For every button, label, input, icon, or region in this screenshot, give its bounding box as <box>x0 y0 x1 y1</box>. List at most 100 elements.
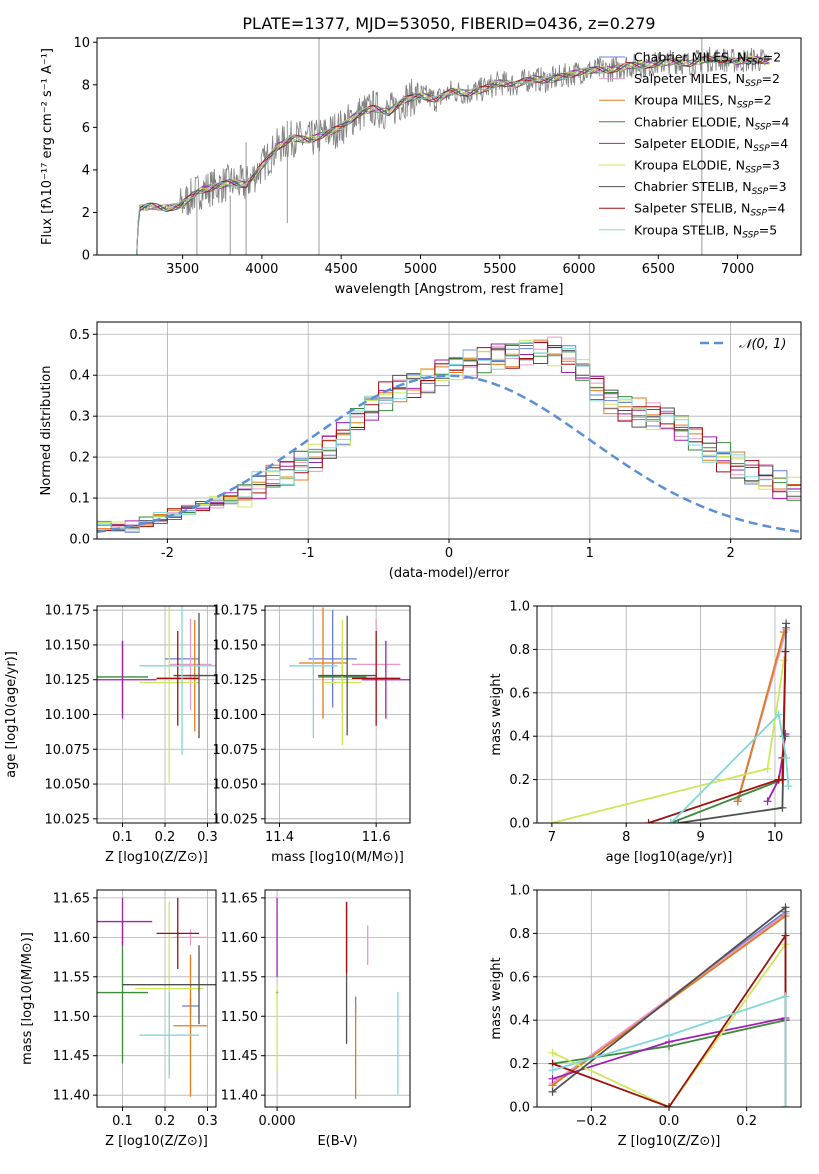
y-tick-label: 10.025 <box>45 812 91 827</box>
x-tick-label: 0.3 <box>197 830 218 845</box>
legend-label: Kroupa MILES, NSSP=2 <box>634 93 772 111</box>
x-axis-label: age [log10(age/yr)] <box>606 850 733 865</box>
x-tick-label: 2 <box>726 546 734 561</box>
y-tick-label: 0.8 <box>509 643 530 658</box>
y-tick-label: 0.6 <box>509 686 530 701</box>
x-axis-label: Z [log10(Z/Z⊙)] <box>618 1134 721 1149</box>
y-tick-label: 2 <box>82 206 90 221</box>
y-tick-label: 0.0 <box>69 533 90 548</box>
spectrum-panel: 3500 4000 4500 5000 5500 6000 6500 7000 0 2 4 6 8 10 w… <box>40 36 802 297</box>
errorbar-point <box>173 929 208 946</box>
x-tick-label: 10 <box>767 830 784 845</box>
y-tick-label: 0.0 <box>509 817 530 832</box>
mass-vs-ebv-plot-area <box>275 897 399 1100</box>
y-tick-label: 10.100 <box>213 708 259 723</box>
age-vs-z-panel: 0.1 0.2 0.3 10.025 10.050 10.075 10.100 10.125 1… <box>4 604 218 865</box>
x-tick-label: 8 <box>622 830 630 845</box>
x-tick-label: 5500 <box>483 262 516 277</box>
y-tick-label: 1.0 <box>509 884 530 899</box>
axes-frame <box>264 889 411 1108</box>
histogram-step-line <box>97 341 801 532</box>
y-axis-label: Normed distribution <box>39 366 54 496</box>
age-vs-mass-panel: 11.4 11.6 10.025 10.050 10.075 10.100 10.125 10… <box>213 604 411 865</box>
errorbar-point <box>308 610 357 708</box>
legend-label: Chabrier STELIB, NSSP=3 <box>634 179 787 197</box>
errorbar-point <box>318 615 377 736</box>
errorbar-point <box>169 618 212 711</box>
y-tick-label: 11.40 <box>53 1089 90 1104</box>
legend-label: Kroupa STELIB, NSSP=5 <box>634 222 777 240</box>
observed-spectrum-line <box>135 46 770 255</box>
x-tick-label: 4500 <box>325 262 358 277</box>
weight-series-line <box>736 631 785 802</box>
y-tick-label: 0.2 <box>509 773 530 788</box>
weight-series-line <box>670 712 790 823</box>
y-tick-label: 11.45 <box>221 1049 258 1064</box>
y-tick-label: 10.150 <box>213 638 259 653</box>
weight-marker <box>763 797 772 806</box>
y-tick-label: 10.025 <box>213 812 259 827</box>
histogram-step-line <box>97 339 801 537</box>
weight-marker <box>778 775 787 784</box>
x-tick-label: 0 <box>445 546 453 561</box>
weight-marker <box>733 797 742 806</box>
weight-marker <box>779 656 788 665</box>
y-tick-label: 10 <box>73 36 90 51</box>
weight-marker <box>781 992 790 1001</box>
y-tick-label: 11.55 <box>53 970 90 985</box>
weight-series-line <box>552 995 787 1107</box>
y-tick-label: 0.3 <box>69 410 90 425</box>
x-tick-label: 0.1 <box>112 830 133 845</box>
errorbar-point <box>156 897 199 969</box>
y-tick-label: 10.175 <box>45 604 91 619</box>
weight-marker <box>782 619 791 628</box>
x-tick-label: 9 <box>696 830 704 845</box>
x-tick-label: −0.2 <box>576 1114 608 1129</box>
weight-marker <box>782 753 791 762</box>
y-tick-label: 0.4 <box>509 730 530 745</box>
errorbar-point <box>139 606 199 783</box>
normal-reference-curve <box>97 374 801 534</box>
y-tick-label: 0.0 <box>509 1101 530 1116</box>
weight-vs-age-plot-area <box>547 619 793 823</box>
legend-label: Salpeter STELIB, NSSP=4 <box>634 201 785 219</box>
y-axis-label: Flux [fλ10⁻¹⁷ erg cm⁻² s⁻¹ A⁻¹] <box>40 48 55 245</box>
x-tick-label: 0.0 <box>659 1114 680 1129</box>
histogram-step-line <box>97 345 801 533</box>
spectrum-legend: Chabrier MILES, NSSP=2 Salpeter MILES, NS… <box>599 50 789 240</box>
y-tick-label: 0.4 <box>509 1014 530 1029</box>
x-tick-label: -1 <box>302 546 315 561</box>
spectrum-plot-area <box>135 38 770 255</box>
y-tick-label: 6 <box>82 121 90 136</box>
x-axis-label: Z [log10(Z/Z⊙)] <box>105 1134 208 1149</box>
histogram-step-line <box>97 344 801 532</box>
figure-title: PLATE=1377, MJD=53050, FIBERID=0436, z=0… <box>242 14 655 33</box>
y-axis-label: mass weight <box>489 673 504 755</box>
y-tick-label: 10.050 <box>45 778 91 793</box>
weight-marker <box>674 819 683 823</box>
errorbar-point <box>289 606 338 739</box>
x-tick-label: 6500 <box>642 262 675 277</box>
x-tick-label: 0.1 <box>112 1114 133 1129</box>
errorbar-point <box>352 631 401 726</box>
y-axis-label: age [log10(age/yr)] <box>4 651 19 778</box>
axes-frame <box>536 605 802 824</box>
weight-marker <box>781 903 790 912</box>
y-tick-label: 0.4 <box>69 369 90 384</box>
x-axis-label: (data-model)/error <box>389 566 510 581</box>
weight-marker <box>763 764 772 773</box>
y-tick-label: 1.0 <box>509 600 530 615</box>
errorbar-point <box>97 640 157 719</box>
x-tick-label: 0.2 <box>155 830 176 845</box>
weight-marker <box>778 803 787 812</box>
errorbar-point <box>122 945 216 1025</box>
y-tick-label: 0 <box>82 249 90 264</box>
x-tick-label: 6000 <box>562 262 595 277</box>
x-axis-label: mass [log10(M/M⊙)] <box>271 850 404 865</box>
y-tick-label: 11.60 <box>53 931 90 946</box>
weight-marker <box>784 782 793 791</box>
x-tick-label: 0.2 <box>736 1114 757 1129</box>
